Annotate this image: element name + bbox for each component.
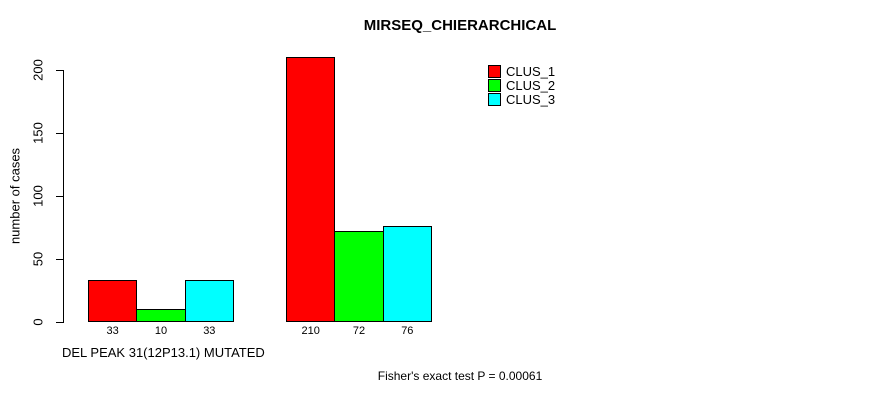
- bar-value-label: 210: [301, 325, 320, 337]
- legend-label: CLUS_2: [506, 77, 556, 93]
- footnote: Fisher's exact test P = 0.00061: [377, 369, 543, 383]
- y-tick-mark: [56, 132, 63, 134]
- y-tick-label: 50: [30, 251, 46, 267]
- legend-item: CLUS_3: [488, 91, 556, 107]
- bar-value-label: 72: [352, 325, 366, 337]
- y-axis-label: number of cases: [7, 147, 23, 245]
- x-axis-label: DEL PEAK 31(12P13.1) MUTATED: [62, 345, 265, 360]
- bar-clus-2-group-2: [334, 231, 384, 322]
- y-axis: [63, 70, 64, 323]
- bar-value-label: 33: [106, 325, 119, 337]
- legend-swatch-icon: [488, 78, 501, 92]
- legend-label: CLUS_3: [506, 91, 556, 107]
- bar-clus-3-group-2: [382, 226, 432, 322]
- y-tick-label: 150: [30, 122, 46, 144]
- bar-value-label: 10: [154, 325, 168, 337]
- bar-clus-2-group-1: [136, 309, 186, 322]
- y-tick-mark: [56, 321, 63, 323]
- bar-value-label: 76: [401, 325, 414, 337]
- legend-swatch-icon: [488, 92, 501, 106]
- y-tick-mark: [56, 195, 63, 197]
- y-tick-label: 0: [30, 318, 46, 326]
- legend-swatch-icon: [488, 64, 501, 78]
- bar-clus-3-group-1: [184, 280, 234, 322]
- y-tick-label: 100: [30, 185, 46, 207]
- y-tick-mark: [56, 258, 63, 260]
- chart-title: MIRSEQ_CHIERARCHICAL: [363, 17, 557, 34]
- legend-item: CLUS_2: [488, 77, 556, 93]
- legend-label: CLUS_1: [506, 63, 556, 79]
- bar-clus-1-group-2: [286, 57, 336, 322]
- y-tick-label: 200: [30, 59, 46, 81]
- bar-value-label: 33: [203, 325, 216, 337]
- y-tick-mark: [56, 69, 63, 71]
- bar-clus-1-group-1: [88, 280, 138, 322]
- legend-item: CLUS_1: [488, 63, 556, 79]
